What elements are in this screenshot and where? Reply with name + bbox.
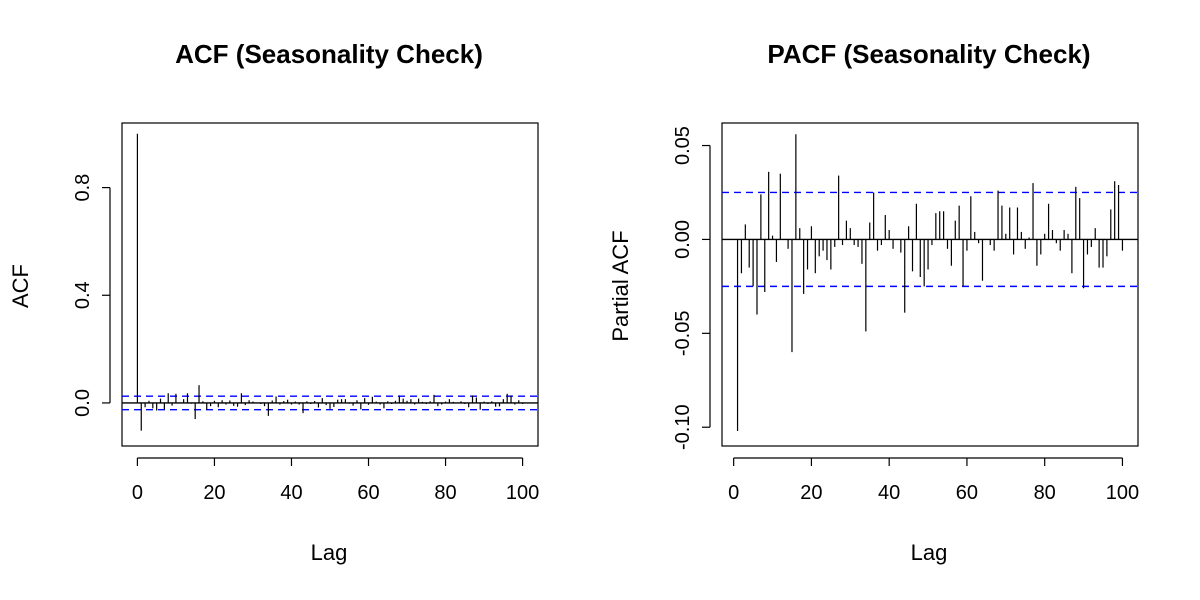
acf-y-tick-label: 0.0 <box>72 389 94 417</box>
pacf-panel: PACF (Seasonality Check) Lag Partial ACF… <box>608 39 1139 565</box>
pacf-y-tick-label: 0.05 <box>672 126 694 165</box>
acf-x-tick-label: 80 <box>434 482 456 504</box>
acf-plot-area: 0 20 40 60 80 100 0.0 0.4 0.8 <box>72 122 539 504</box>
pacf-x-axis-label: Lag <box>911 540 948 565</box>
pacf-title: PACF (Seasonality Check) <box>767 39 1090 69</box>
pacf-x-tick-label: 20 <box>800 482 822 504</box>
acf-y-axis-label: ACF <box>8 264 33 308</box>
acf-x-tick-label: 40 <box>280 482 302 504</box>
pacf-y-tick-label: -0.10 <box>672 404 694 450</box>
acf-y-tick-label: 0.8 <box>72 174 94 202</box>
acf-panel: ACF (Seasonality Check) Lag ACF 0 20 40 60 8… <box>8 39 539 565</box>
acf-title: ACF (Seasonality Check) <box>175 39 483 69</box>
pacf-y-axis-label: Partial ACF <box>608 230 633 341</box>
pacf-x-tick-label: 0 <box>728 482 739 504</box>
acf-x-tick-label: 20 <box>203 482 225 504</box>
acf-y-tick-label: 0.4 <box>72 281 94 309</box>
pacf-plot-area: 0 20 40 60 80 100 -0.10 -0.05 0.00 0.05 <box>672 122 1139 504</box>
acf-x-tick-label: 0 <box>132 482 143 504</box>
acf-x-tick-label: 60 <box>357 482 379 504</box>
acf-x-axis-label: Lag <box>311 540 348 565</box>
pacf-x-tick-label: 40 <box>878 482 900 504</box>
pacf-plot-frame <box>721 122 1139 447</box>
pacf-y-tick-label: 0.00 <box>672 220 694 259</box>
pacf-x-tick-label: 60 <box>956 482 978 504</box>
pacf-y-tick-label: -0.05 <box>672 311 694 357</box>
pacf-x-tick-label: 100 <box>1106 482 1139 504</box>
acf-plot-frame <box>121 122 539 447</box>
pacf-x-tick-label: 80 <box>1034 482 1056 504</box>
acf-x-tick-label: 100 <box>506 482 539 504</box>
